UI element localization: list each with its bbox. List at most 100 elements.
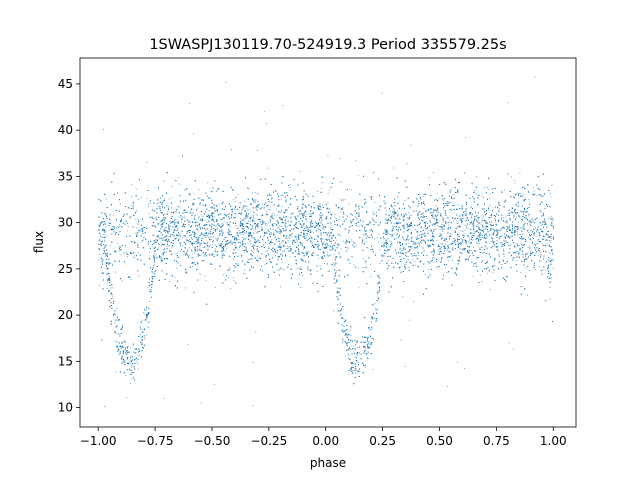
data-point	[403, 225, 405, 227]
data-point	[534, 226, 536, 228]
data-point	[399, 247, 401, 249]
data-point	[398, 214, 399, 216]
data-point	[205, 220, 207, 222]
data-point	[391, 225, 393, 227]
data-point	[162, 249, 164, 251]
data-point	[488, 216, 490, 218]
data-point	[345, 355, 347, 357]
data-point	[129, 217, 131, 219]
data-point	[288, 247, 290, 249]
data-point	[549, 298, 551, 300]
data-point	[208, 246, 210, 248]
data-point	[381, 256, 383, 258]
data-point	[304, 247, 306, 249]
data-point	[280, 247, 282, 249]
data-point	[513, 217, 515, 218]
data-point	[463, 211, 465, 213]
data-point	[336, 287, 338, 289]
data-point	[317, 254, 319, 256]
data-point	[191, 242, 193, 244]
data-point	[353, 263, 355, 265]
data-point	[423, 233, 425, 235]
data-point	[235, 207, 236, 208]
data-point	[312, 253, 314, 255]
data-point	[271, 198, 273, 200]
data-point	[414, 264, 416, 266]
data-point	[155, 226, 157, 228]
data-point	[440, 234, 441, 236]
data-point	[406, 224, 408, 226]
data-point	[106, 234, 108, 236]
data-point	[551, 261, 553, 263]
data-point	[550, 276, 552, 278]
data-point	[276, 214, 278, 216]
data-point	[420, 198, 422, 200]
data-point	[402, 252, 404, 254]
data-point	[149, 285, 151, 287]
data-point	[245, 233, 247, 235]
data-point	[442, 253, 444, 255]
data-point	[231, 212, 233, 214]
data-point	[207, 236, 209, 238]
data-point	[498, 253, 500, 255]
data-point	[521, 234, 523, 235]
data-point	[462, 231, 464, 232]
data-point	[351, 239, 353, 241]
data-point	[449, 257, 451, 259]
data-point	[260, 266, 262, 268]
data-point	[129, 359, 131, 361]
data-point	[429, 263, 431, 265]
data-point	[550, 242, 552, 243]
data-point	[176, 267, 178, 269]
data-point	[198, 242, 200, 244]
data-point	[221, 255, 223, 257]
data-point	[182, 245, 184, 247]
data-point	[216, 206, 218, 207]
data-point	[448, 260, 450, 261]
data-point	[158, 206, 159, 207]
data-point	[281, 218, 283, 220]
data-point	[110, 263, 112, 265]
data-point	[231, 214, 232, 215]
data-point	[317, 257, 319, 259]
data-point	[403, 239, 404, 240]
data-point	[396, 222, 397, 224]
data-point	[514, 180, 516, 181]
data-point	[461, 238, 462, 240]
data-point	[193, 217, 195, 219]
data-point	[435, 261, 437, 263]
data-point	[137, 355, 139, 356]
data-point	[195, 235, 197, 237]
data-point	[220, 218, 222, 220]
data-point	[131, 196, 133, 198]
data-point	[334, 263, 336, 265]
data-point	[386, 243, 388, 244]
data-point	[449, 243, 451, 245]
data-point	[442, 230, 443, 232]
data-point	[296, 246, 298, 247]
data-point	[335, 217, 337, 219]
data-point	[293, 252, 295, 254]
data-point	[324, 263, 325, 264]
data-point	[363, 363, 364, 365]
data-point	[515, 193, 517, 195]
data-point	[549, 239, 550, 241]
data-point	[277, 198, 279, 200]
data-point	[364, 366, 366, 368]
data-point	[487, 272, 489, 274]
data-point	[171, 186, 173, 187]
data-point	[210, 231, 212, 233]
data-point	[213, 254, 215, 256]
data-point	[427, 239, 429, 241]
data-point	[493, 241, 495, 242]
data-point	[419, 243, 421, 244]
data-point	[134, 358, 136, 360]
data-point	[533, 233, 535, 234]
data-point	[407, 256, 409, 258]
data-point	[427, 222, 429, 224]
data-point	[156, 203, 158, 205]
data-point	[404, 268, 406, 270]
data-point	[230, 288, 231, 289]
data-point	[174, 252, 176, 254]
data-point	[330, 228, 332, 230]
